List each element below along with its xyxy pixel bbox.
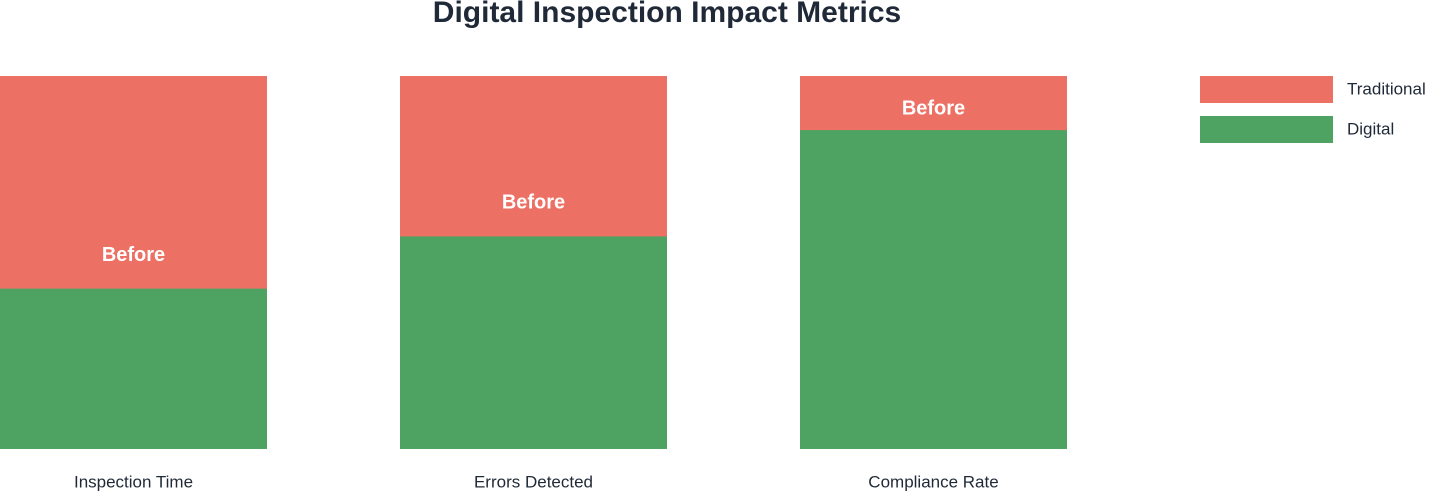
bar-label: Before xyxy=(102,244,165,266)
legend-swatch xyxy=(1200,116,1333,143)
bar xyxy=(0,288,267,449)
legend-label: Digital xyxy=(1347,119,1394,138)
legend-label: Traditional xyxy=(1347,79,1426,98)
x-tick-label: Inspection Time xyxy=(74,472,193,491)
bar xyxy=(400,236,667,449)
bar-label: Before xyxy=(902,97,965,119)
bar xyxy=(800,130,1067,449)
chart-title: Digital Inspection Impact Metrics xyxy=(433,0,901,29)
x-tick-label: Compliance Rate xyxy=(868,472,998,491)
legend-swatch xyxy=(1200,76,1333,103)
x-tick-label: Errors Detected xyxy=(474,472,593,491)
bar-label: Before xyxy=(502,192,565,214)
